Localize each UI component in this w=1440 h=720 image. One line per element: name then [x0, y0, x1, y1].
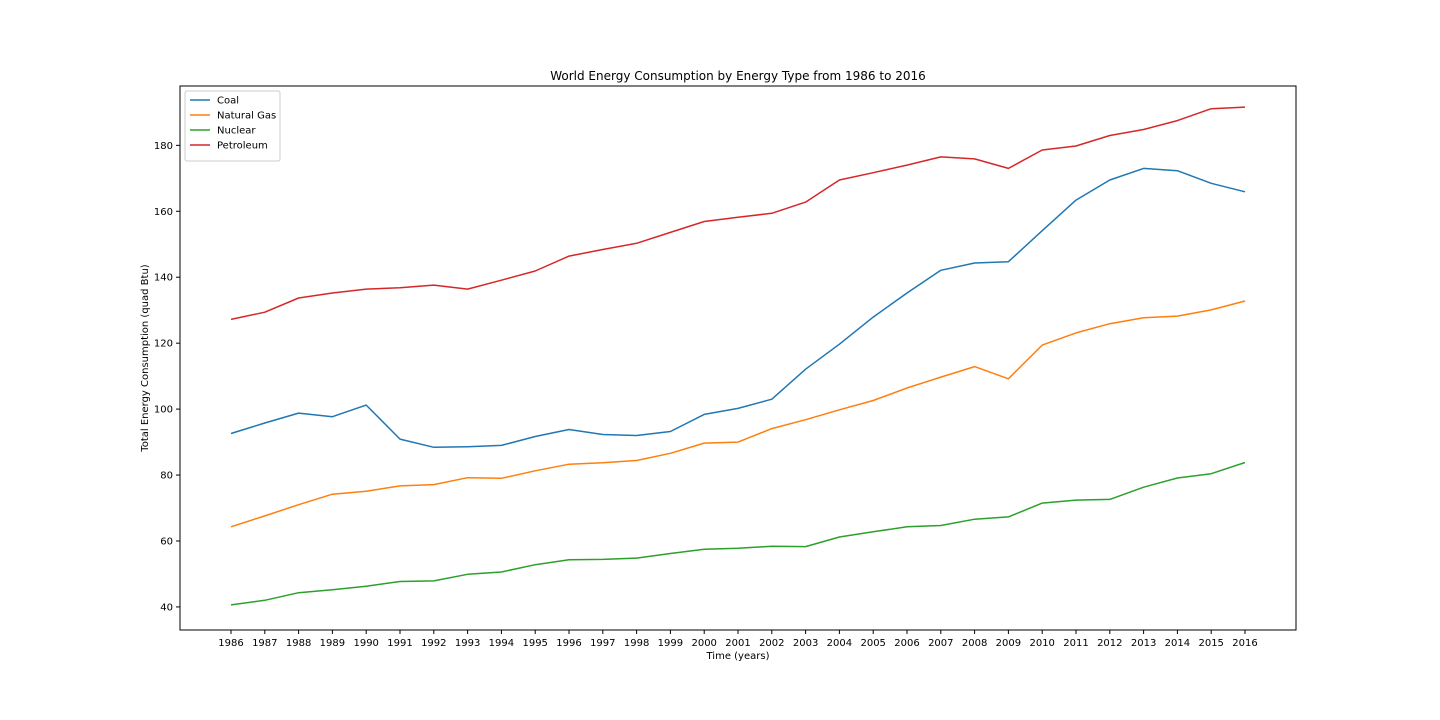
x-tick-label: 2004	[827, 638, 852, 649]
y-axis: 40 60 80 100 120 140 160 180	[154, 141, 180, 613]
x-tick-label: 2016	[1232, 638, 1257, 649]
y-tick-label: 80	[160, 471, 173, 482]
x-tick-label: 1988	[286, 638, 311, 649]
x-tick-label: 2003	[793, 638, 818, 649]
chart-title: World Energy Consumption by Energy Type …	[550, 69, 926, 83]
legend-label-coal: Coal	[217, 96, 239, 107]
x-tick-label: 1997	[590, 638, 615, 649]
x-tick-label: 1993	[455, 638, 480, 649]
x-tick-label: 1999	[658, 638, 683, 649]
legend-box	[184, 90, 281, 162]
series-layer	[230, 106, 1246, 606]
x-tick-label: 2014	[1165, 638, 1190, 649]
x-tick-label: 2006	[894, 638, 919, 649]
x-tick-label: 1995	[522, 638, 547, 649]
x-tick-label: 2007	[928, 638, 953, 649]
x-axis: 1986 1987 1988 1989 1990 1991 1992 1993 1994 1995…	[218, 630, 1258, 649]
x-tick-label: 2008	[962, 638, 987, 649]
legend-label-nuclear: Nuclear	[217, 126, 256, 137]
y-tick-label: 100	[154, 405, 173, 416]
x-tick-label: 2000	[691, 638, 716, 649]
x-tick-label: 2011	[1063, 638, 1088, 649]
x-tick-label: 1986	[218, 638, 243, 649]
x-tick-label: 2009	[996, 638, 1021, 649]
x-tick-label: 2002	[759, 638, 784, 649]
legend-label-natural-gas: Natural Gas	[217, 111, 276, 122]
y-tick-label: 140	[154, 273, 173, 284]
x-tick-label: 1998	[624, 638, 649, 649]
x-tick-label: 2012	[1097, 638, 1122, 649]
x-tick-label: 1992	[421, 638, 446, 649]
series-line-natural-gas	[230, 300, 1246, 528]
x-tick-label: 1987	[252, 638, 277, 649]
y-axis-label: Total Energy Consumption (quad Btu)	[140, 264, 151, 452]
x-tick-label: 1990	[353, 638, 378, 649]
x-tick-label: 1996	[556, 638, 581, 649]
x-tick-label: 2010	[1029, 638, 1054, 649]
x-tick-label: 2013	[1131, 638, 1156, 649]
x-tick-label: 2005	[860, 638, 885, 649]
y-tick-label: 60	[160, 536, 173, 547]
series-line-petroleum	[230, 106, 1246, 321]
legend-label-petroleum: Petroleum	[217, 141, 268, 152]
x-tick-label: 1991	[387, 638, 412, 649]
x-tick-label: 1989	[320, 638, 345, 649]
x-tick-label: 2001	[725, 638, 750, 649]
y-tick-label: 160	[154, 207, 173, 218]
x-tick-label: 2015	[1198, 638, 1223, 649]
series-line-nuclear	[230, 461, 1246, 606]
x-tick-label: 1994	[489, 638, 514, 649]
series-line-coal	[230, 167, 1246, 449]
legend: Coal Natural Gas Nuclear Petroleum	[184, 90, 281, 162]
x-axis-label: Time (years)	[706, 651, 770, 662]
y-tick-label: 40	[160, 602, 173, 613]
y-tick-label: 120	[154, 339, 173, 350]
y-tick-label: 180	[154, 141, 173, 152]
